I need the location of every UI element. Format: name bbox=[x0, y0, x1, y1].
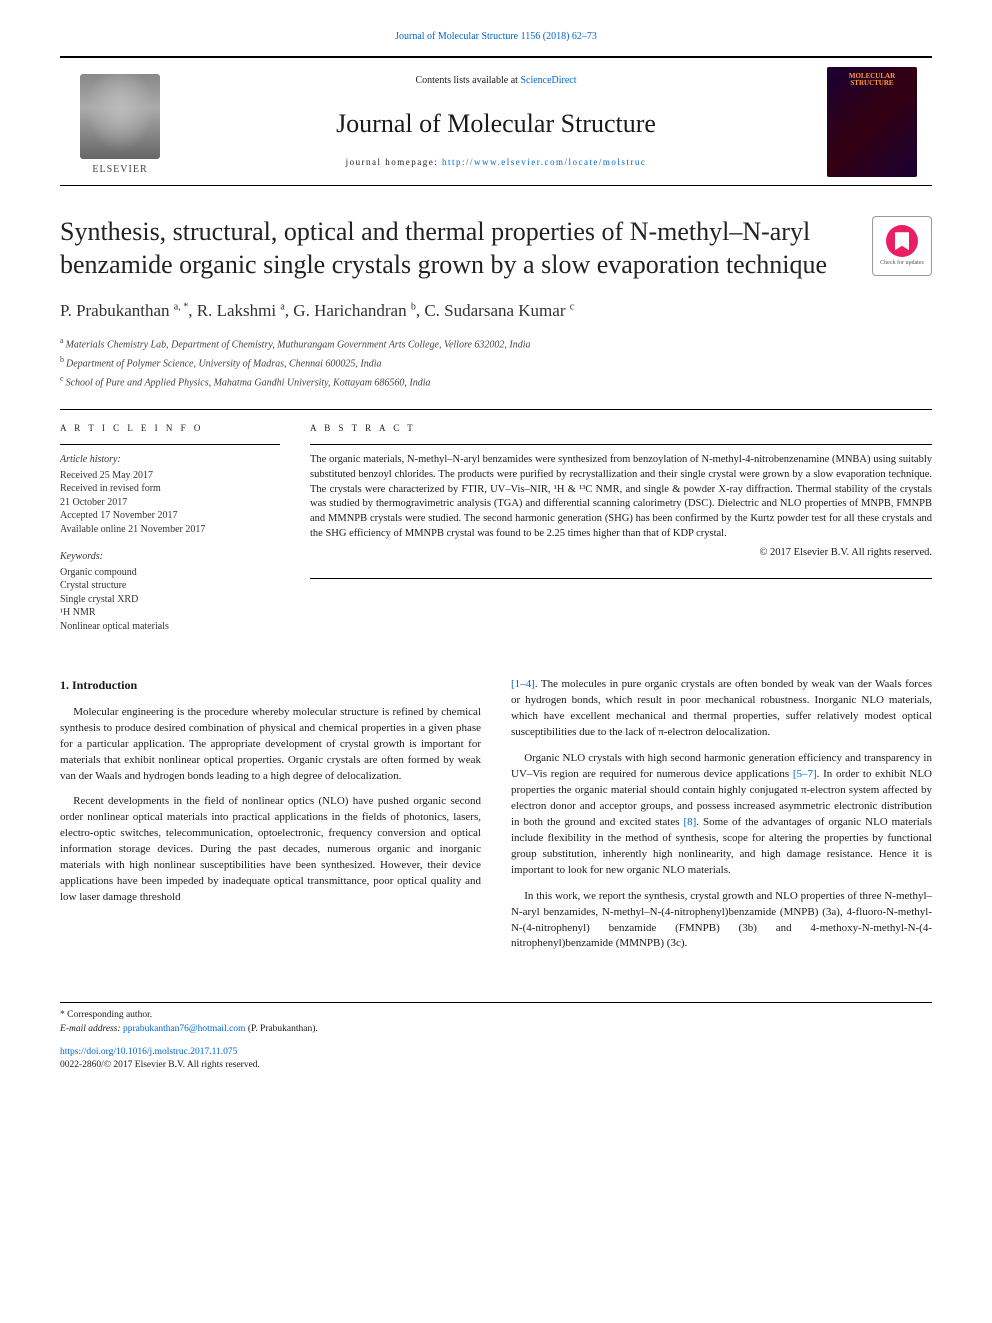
keywords-block: Keywords: Organic compound Crystal struc… bbox=[60, 550, 280, 633]
author-mark: a, * bbox=[174, 301, 188, 312]
body-column-right: [1–4]. The molecules in pure organic cry… bbox=[511, 677, 932, 962]
abstract-text: The organic materials, N-methyl–N-aryl b… bbox=[310, 453, 932, 541]
citation-link[interactable]: [8] bbox=[683, 816, 696, 828]
divider bbox=[60, 409, 932, 410]
affiliations: aMaterials Chemistry Lab, Department of … bbox=[60, 335, 932, 391]
masthead-center: Contents lists available at ScienceDirec… bbox=[180, 58, 812, 185]
doi-link[interactable]: https://doi.org/10.1016/j.molstruc.2017.… bbox=[60, 1047, 237, 1057]
history-line: Accepted 17 November 2017 bbox=[60, 509, 280, 523]
cover-block: MOLECULAR STRUCTURE bbox=[812, 58, 932, 185]
author: G. Harichandran b bbox=[293, 301, 416, 320]
author: P. Prabukanthan a, * bbox=[60, 301, 188, 320]
body-column-left: 1. Introduction Molecular engineering is… bbox=[60, 677, 481, 962]
history-line: Received 25 May 2017 bbox=[60, 469, 280, 483]
citation-header: Journal of Molecular Structure 1156 (201… bbox=[60, 30, 932, 44]
history-line: Received in revised form bbox=[60, 482, 280, 496]
crossmark-icon bbox=[886, 225, 918, 257]
email-link[interactable]: pprabukanthan76@hotmail.com bbox=[123, 1024, 245, 1034]
article-history: Article history: Received 25 May 2017 Re… bbox=[60, 453, 280, 536]
keyword: Crystal structure bbox=[60, 579, 280, 593]
contents-line: Contents lists available at ScienceDirec… bbox=[415, 74, 576, 88]
authors-line: P. Prabukanthan a, *, R. Lakshmi a, G. H… bbox=[60, 299, 932, 323]
affiliation: cSchool of Pure and Applied Physics, Mah… bbox=[60, 373, 932, 390]
journal-cover-icon: MOLECULAR STRUCTURE bbox=[827, 67, 917, 177]
divider bbox=[60, 444, 280, 445]
history-line: 21 October 2017 bbox=[60, 496, 280, 510]
body-paragraph: Organic NLO crystals with high second ha… bbox=[511, 751, 932, 879]
history-line: Available online 21 November 2017 bbox=[60, 523, 280, 537]
elsevier-tree-icon bbox=[80, 74, 160, 159]
body-paragraph: [1–4]. The molecules in pure organic cry… bbox=[511, 677, 932, 741]
check-updates-label: Check for updates bbox=[880, 260, 924, 267]
keyword: Nonlinear optical materials bbox=[60, 620, 280, 634]
affiliation: bDepartment of Polymer Science, Universi… bbox=[60, 354, 932, 371]
citation-link[interactable]: Journal of Molecular Structure 1156 (201… bbox=[395, 31, 597, 42]
keyword: ¹H NMR bbox=[60, 606, 280, 620]
doi-block: https://doi.org/10.1016/j.molstruc.2017.… bbox=[60, 1046, 932, 1073]
publisher-block: ELSEVIER bbox=[60, 58, 180, 185]
article-info-column: A R T I C L E I N F O Article history: R… bbox=[60, 422, 280, 648]
info-abstract-row: A R T I C L E I N F O Article history: R… bbox=[60, 422, 932, 648]
introduction-heading: 1. Introduction bbox=[60, 677, 481, 694]
author: R. Lakshmi a bbox=[197, 301, 285, 320]
divider bbox=[310, 444, 932, 445]
email-line: E-mail address: pprabukanthan76@hotmail.… bbox=[60, 1023, 932, 1036]
author: C. Sudarsana Kumar c bbox=[424, 301, 574, 320]
contents-prefix: Contents lists available at bbox=[415, 75, 520, 86]
title-block: Synthesis, structural, optical and therm… bbox=[60, 216, 932, 281]
body-columns: 1. Introduction Molecular engineering is… bbox=[60, 677, 932, 962]
history-label: Article history: bbox=[60, 453, 280, 467]
bookmark-icon bbox=[895, 232, 909, 250]
article-title: Synthesis, structural, optical and therm… bbox=[60, 216, 852, 281]
citation-link[interactable]: [1–4] bbox=[511, 678, 535, 690]
homepage-link[interactable]: http://www.elsevier.com/locate/molstruc bbox=[442, 157, 646, 167]
corresponding-footer: * Corresponding author. E-mail address: … bbox=[60, 1002, 932, 1036]
author-mark: b bbox=[411, 301, 416, 312]
divider bbox=[310, 578, 932, 579]
author-mark: c bbox=[570, 301, 574, 312]
citation-link[interactable]: [5–7] bbox=[793, 768, 817, 780]
author-mark: a bbox=[280, 301, 284, 312]
sciencedirect-link[interactable]: ScienceDirect bbox=[520, 75, 576, 86]
homepage-line: journal homepage: http://www.elsevier.co… bbox=[346, 156, 647, 169]
body-paragraph: In this work, we report the synthesis, c… bbox=[511, 889, 932, 953]
journal-title: Journal of Molecular Structure bbox=[336, 106, 656, 142]
keywords-label: Keywords: bbox=[60, 550, 280, 564]
keyword: Single crystal XRD bbox=[60, 593, 280, 607]
abstract-copyright: © 2017 Elsevier B.V. All rights reserved… bbox=[310, 546, 932, 561]
homepage-prefix: journal homepage: bbox=[346, 157, 442, 167]
body-paragraph: Molecular engineering is the procedure w… bbox=[60, 705, 481, 785]
cover-label-2: STRUCTURE bbox=[850, 80, 893, 88]
check-updates-badge[interactable]: Check for updates bbox=[872, 216, 932, 276]
keyword: Organic compound bbox=[60, 566, 280, 580]
abstract-heading: A B S T R A C T bbox=[310, 422, 932, 435]
publisher-name: ELSEVIER bbox=[92, 163, 147, 177]
body-paragraph: Recent developments in the field of nonl… bbox=[60, 794, 481, 906]
corresponding-label: * Corresponding author. bbox=[60, 1009, 932, 1022]
email-prefix: E-mail address: bbox=[60, 1024, 123, 1034]
issn-line: 0022-2860/© 2017 Elsevier B.V. All right… bbox=[60, 1059, 932, 1072]
article-info-heading: A R T I C L E I N F O bbox=[60, 422, 280, 435]
email-suffix: (P. Prabukanthan). bbox=[245, 1024, 317, 1034]
abstract-column: A B S T R A C T The organic materials, N… bbox=[310, 422, 932, 648]
masthead: ELSEVIER Contents lists available at Sci… bbox=[60, 56, 932, 186]
affiliation: aMaterials Chemistry Lab, Department of … bbox=[60, 335, 932, 352]
